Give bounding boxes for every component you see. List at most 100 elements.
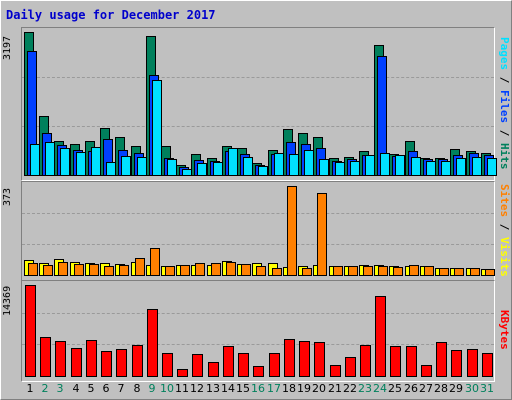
x-tick-day-30: 30 xyxy=(465,382,479,395)
bar-sites-day-27 xyxy=(424,266,434,276)
bar-kbytes-day-19 xyxy=(299,341,310,377)
bar-sites-day-18 xyxy=(287,186,297,276)
bar-kbytes-day-27 xyxy=(421,365,432,377)
bar-pages-day-29 xyxy=(456,158,466,176)
bar-kbytes-day-26 xyxy=(406,346,417,377)
bar-sites-day-31 xyxy=(485,269,495,276)
x-tick-day-9: 9 xyxy=(148,382,156,395)
bot-ymax-label: 14369 xyxy=(2,285,13,317)
bar-kbytes-day-22 xyxy=(345,357,356,377)
bar-pages-day-3 xyxy=(60,148,70,176)
legend-hits: Hits xyxy=(498,142,511,170)
bar-kbytes-day-10 xyxy=(162,353,173,377)
x-tick-day-8: 8 xyxy=(133,382,141,395)
x-tick-day-19: 19 xyxy=(297,382,311,395)
bar-kbytes-day-25 xyxy=(390,346,401,377)
bar-kbytes-day-3 xyxy=(55,341,66,377)
bar-pages-day-12 xyxy=(197,163,207,176)
x-tick-day-26: 26 xyxy=(404,382,418,395)
bar-kbytes-day-30 xyxy=(467,349,478,377)
x-tick-day-20: 20 xyxy=(312,382,326,395)
x-tick-day-24: 24 xyxy=(373,382,387,395)
legend-pages: Pages xyxy=(498,36,511,70)
bar-kbytes-day-8 xyxy=(132,345,143,377)
bar-kbytes-day-6 xyxy=(101,351,112,377)
x-tick-day-4: 4 xyxy=(72,382,80,395)
x-tick-day-14: 14 xyxy=(221,382,235,395)
x-tick-day-27: 27 xyxy=(419,382,433,395)
bar-sites-day-16 xyxy=(256,266,266,276)
x-tick-day-17: 17 xyxy=(267,382,281,395)
gridline xyxy=(22,213,494,214)
gridline xyxy=(22,344,494,345)
bar-sites-day-14 xyxy=(226,262,236,276)
bar-sites-day-21 xyxy=(333,266,343,276)
bar-pages-day-7 xyxy=(121,156,131,176)
bar-pages-day-20 xyxy=(319,159,329,176)
bar-kbytes-day-9 xyxy=(147,309,158,377)
mid-ymax-label: 373 xyxy=(2,187,13,207)
bar-kbytes-day-1 xyxy=(25,285,36,377)
bar-kbytes-day-28 xyxy=(436,342,447,377)
bar-kbytes-day-2 xyxy=(40,337,51,377)
bar-sites-day-10 xyxy=(165,266,175,276)
bar-sites-day-20 xyxy=(317,193,327,276)
bar-kbytes-day-20 xyxy=(314,342,325,377)
bar-sites-day-9 xyxy=(150,248,160,276)
x-tick-day-28: 28 xyxy=(434,382,448,395)
x-tick-day-31: 31 xyxy=(480,382,494,395)
bar-sites-day-12 xyxy=(195,263,205,276)
x-tick-day-18: 18 xyxy=(282,382,296,395)
bot-legend: KBytes xyxy=(495,281,511,379)
top-ymax-label: 3197 xyxy=(2,35,13,61)
bar-sites-day-26 xyxy=(409,265,419,276)
legend-kbytes: KBytes xyxy=(498,310,511,350)
bar-sites-day-15 xyxy=(241,264,251,276)
x-tick-day-22: 22 xyxy=(343,382,357,395)
bar-sites-day-19 xyxy=(302,268,312,276)
bar-pages-day-31 xyxy=(487,158,497,176)
gridline xyxy=(22,126,494,127)
bar-sites-day-6 xyxy=(104,266,114,276)
top-legend: Pages / Files / Hits xyxy=(498,36,511,170)
x-tick-day-12: 12 xyxy=(190,382,204,395)
bar-kbytes-day-15 xyxy=(238,353,249,377)
bar-sites-day-2 xyxy=(43,265,53,276)
bar-pages-day-25 xyxy=(395,155,405,176)
x-tick-day-13: 13 xyxy=(206,382,220,395)
legend-visits: Visits xyxy=(498,236,511,277)
bar-sites-day-5 xyxy=(89,264,99,276)
x-tick-day-25: 25 xyxy=(388,382,402,395)
legend-files: Files xyxy=(498,89,511,123)
bar-kbytes-day-13 xyxy=(208,362,219,377)
visits-sites-panel xyxy=(21,181,495,281)
bar-kbytes-day-5 xyxy=(86,340,97,377)
bar-kbytes-day-23 xyxy=(360,345,371,377)
bar-sites-day-17 xyxy=(272,268,282,276)
bar-kbytes-day-18 xyxy=(284,339,295,377)
bar-sites-day-30 xyxy=(470,268,480,276)
bar-sites-day-23 xyxy=(363,266,373,276)
x-tick-day-10: 10 xyxy=(160,382,174,395)
bar-kbytes-day-16 xyxy=(253,366,264,377)
chart-title: Daily usage for December 2017 xyxy=(6,8,216,22)
bar-sites-day-4 xyxy=(74,264,84,276)
x-tick-day-15: 15 xyxy=(236,382,250,395)
x-axis: 1 2 3 4 5 6 7 8 9 10 11 12 13 14 15 16 17 18 19 20 21 22 23 24 2… xyxy=(21,382,495,398)
bar-kbytes-day-24 xyxy=(375,296,386,377)
bar-pages-day-16 xyxy=(258,166,268,176)
x-tick-day-7: 7 xyxy=(117,382,125,395)
bar-sites-day-24 xyxy=(378,266,388,276)
x-tick-day-5: 5 xyxy=(87,382,95,395)
legend-sites: Sites xyxy=(498,183,511,217)
bar-kbytes-day-14 xyxy=(223,346,234,377)
gridline xyxy=(22,244,494,245)
x-tick-day-21: 21 xyxy=(328,382,342,395)
bar-kbytes-day-31 xyxy=(482,353,493,377)
bar-kbytes-day-11 xyxy=(177,369,188,377)
bar-kbytes-day-17 xyxy=(269,353,280,377)
bar-sites-day-11 xyxy=(180,265,190,276)
bar-pages-day-9 xyxy=(152,80,162,176)
bar-sites-day-25 xyxy=(393,267,403,276)
bar-kbytes-day-29 xyxy=(451,350,462,377)
